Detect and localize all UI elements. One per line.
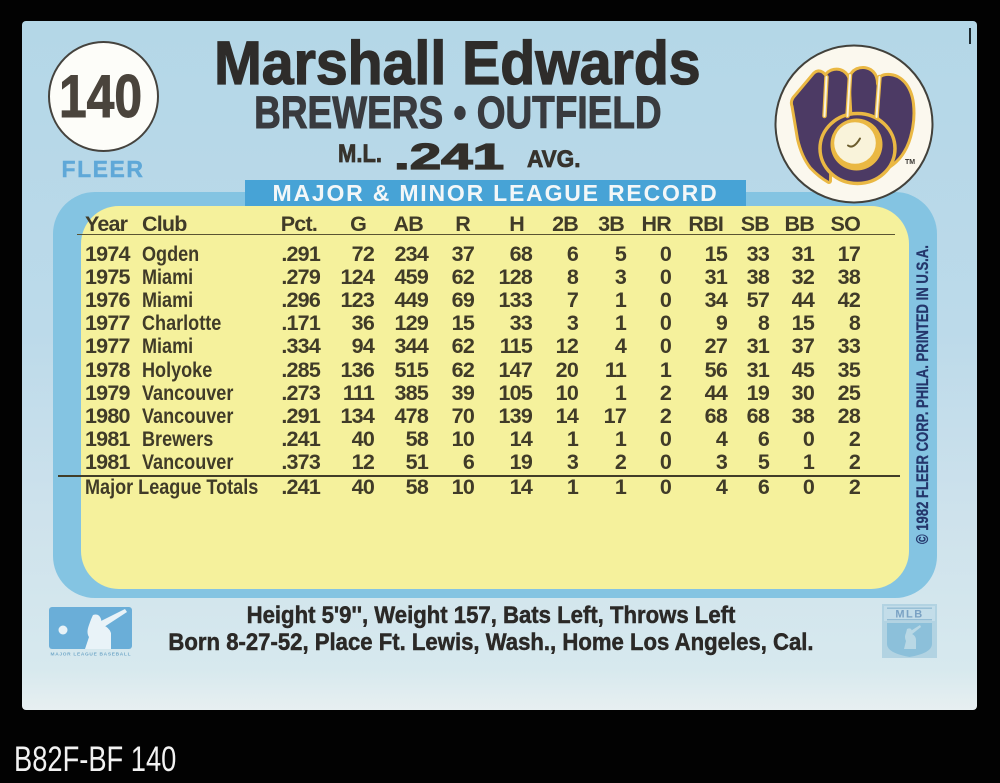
svg-text:MLB: MLB [895,609,923,621]
svg-text:TM: TM [905,159,915,166]
svg-text:MAJOR LEAGUE BASEBALL: MAJOR LEAGUE BASEBALL [51,652,131,657]
